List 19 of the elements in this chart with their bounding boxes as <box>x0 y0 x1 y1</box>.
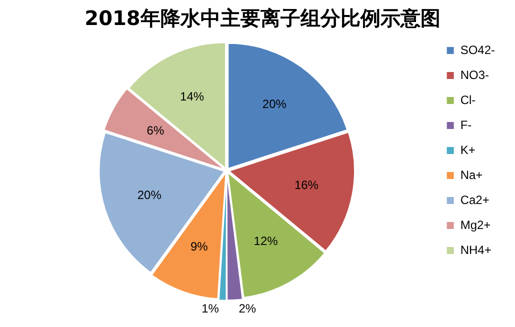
legend-label: SO42- <box>460 42 496 57</box>
legend-label: Cl- <box>460 92 476 107</box>
data-label: 2% <box>238 302 256 316</box>
legend-label: NO3- <box>460 68 489 82</box>
legend-label: F- <box>460 118 472 132</box>
legend-label: NH4+ <box>460 242 492 257</box>
data-label: 6% <box>146 124 164 138</box>
data-label: 12% <box>254 234 278 248</box>
legend-label: Mg2+ <box>460 218 491 232</box>
legend-label: K+ <box>460 142 476 157</box>
data-label: 1% <box>202 302 220 316</box>
data-label: 20% <box>262 97 287 112</box>
chart-title: 2018年降水中主要离子组分比例示意图 <box>84 6 440 30</box>
legend-label: Ca2+ <box>460 192 490 207</box>
data-label: 16% <box>294 178 319 192</box>
data-label: 9% <box>190 239 208 254</box>
legend-label: Na+ <box>460 168 483 182</box>
data-label: 14% <box>180 89 204 104</box>
data-label: 20% <box>137 188 162 202</box>
